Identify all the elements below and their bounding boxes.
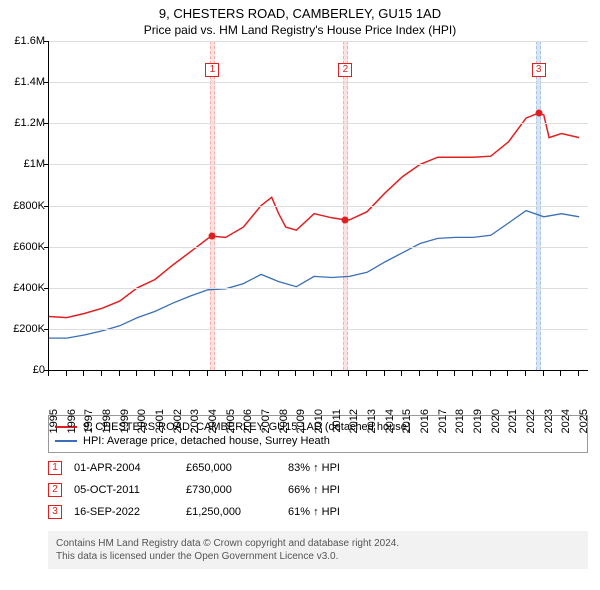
x-axis-label: 2020 [486, 409, 502, 433]
x-axis-label: 2024 [556, 409, 572, 433]
y-axis-label: £1.4M [14, 76, 49, 88]
x-axis-label: 2007 [256, 409, 272, 433]
y-axis-label: £400K [13, 282, 49, 294]
y-axis-label: £1.2M [14, 117, 49, 129]
x-axis-label: 2015 [397, 409, 413, 433]
x-axis-label: 2004 [203, 409, 219, 433]
x-axis-label: 2011 [327, 409, 343, 433]
y-axis-label: £600K [13, 241, 49, 253]
legend-item: HPI: Average price, detached house, Surr… [55, 434, 581, 448]
plot-area: £0£200K£400K£600K£800K£1M£1.2M£1.4M£1.6M… [48, 41, 588, 371]
y-axis-label: £0 [33, 364, 49, 376]
event-row: 3 16-SEP-2022 £1,250,000 61% ↑ HPI [48, 501, 588, 523]
legend-swatch [55, 440, 77, 442]
x-axis-label: 2017 [433, 409, 449, 433]
event-row: 2 05-OCT-2011 £730,000 66% ↑ HPI [48, 479, 588, 501]
event-point [535, 109, 542, 116]
x-axis-label: 2016 [415, 409, 431, 433]
x-axis-label: 2002 [168, 409, 184, 433]
x-axis-label: 2019 [468, 409, 484, 433]
events-table: 1 01-APR-2004 £650,000 83% ↑ HPI 2 05-OCT-201… [48, 457, 588, 523]
x-axis-label: 2012 [344, 409, 360, 433]
x-axis-label: 2000 [132, 409, 148, 433]
event-price: £730,000 [186, 484, 276, 496]
x-axis-label: 1998 [97, 409, 113, 433]
event-date: 01-APR-2004 [74, 462, 174, 474]
y-axis-label: £800K [13, 200, 49, 212]
event-date: 16-SEP-2022 [74, 506, 174, 518]
legend-label: HPI: Average price, detached house, Surr… [83, 435, 330, 447]
x-axis-labels: 1995199619971998199920002001200220032004… [48, 371, 588, 409]
event-row: 1 01-APR-2004 £650,000 83% ↑ HPI [48, 457, 588, 479]
x-axis-label: 2018 [450, 409, 466, 433]
x-axis-label: 2005 [221, 409, 237, 433]
x-axis-label: 2010 [309, 409, 325, 433]
x-axis-label: 1997 [79, 409, 95, 433]
footer-attribution: Contains HM Land Registry data © Crown c… [48, 531, 588, 569]
x-axis-label: 2025 [574, 409, 590, 433]
event-marker-box: 3 [532, 63, 546, 77]
series-line [49, 211, 579, 339]
x-axis-label: 2001 [150, 409, 166, 433]
chart-container: 9, CHESTERS ROAD, CAMBERLEY, GU15 1AD Pr… [0, 0, 600, 590]
x-axis-label: 1999 [115, 409, 131, 433]
x-axis-label: 2008 [274, 409, 290, 433]
x-axis-label: 2006 [238, 409, 254, 433]
event-pct: 83% ↑ HPI [288, 462, 388, 474]
event-marker: 3 [48, 505, 62, 519]
y-axis-label: £1M [24, 158, 49, 170]
event-pct: 66% ↑ HPI [288, 484, 388, 496]
event-marker-box: 1 [205, 63, 219, 77]
event-point [342, 216, 349, 223]
y-axis-label: £200K [13, 323, 49, 335]
x-axis-label: 2013 [362, 409, 378, 433]
x-axis-label: 1996 [62, 409, 78, 433]
x-axis-label: 2014 [380, 409, 396, 433]
footer-line-2: This data is licensed under the Open Gov… [56, 550, 580, 563]
x-axis-label: 2009 [291, 409, 307, 433]
x-axis-label: 2023 [539, 409, 555, 433]
event-marker: 1 [48, 461, 62, 475]
event-point [209, 233, 216, 240]
event-marker: 2 [48, 483, 62, 497]
footer-line-1: Contains HM Land Registry data © Crown c… [56, 537, 580, 550]
event-marker-box: 2 [338, 63, 352, 77]
plot-area-wrap: £0£200K£400K£600K£800K£1M£1.2M£1.4M£1.6M… [48, 41, 588, 371]
y-axis-label: £1.6M [14, 35, 49, 47]
event-pct: 61% ↑ HPI [288, 506, 388, 518]
x-axis-label: 1995 [44, 409, 60, 433]
title-line-1: 9, CHESTERS ROAD, CAMBERLEY, GU15 1AD [0, 0, 600, 21]
x-axis-label: 2021 [503, 409, 519, 433]
x-axis-label: 2003 [185, 409, 201, 433]
event-date: 05-OCT-2011 [74, 484, 174, 496]
x-axis-label: 2022 [521, 409, 537, 433]
title-line-2: Price paid vs. HM Land Registry's House … [0, 21, 600, 41]
event-price: £1,250,000 [186, 506, 276, 518]
event-price: £650,000 [186, 462, 276, 474]
